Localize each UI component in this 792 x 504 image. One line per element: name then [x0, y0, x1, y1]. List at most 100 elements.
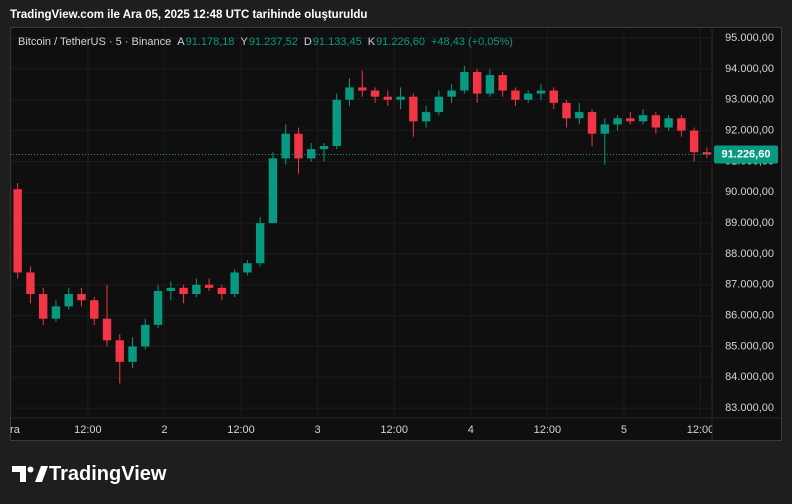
- y-tick-label: 93.000,00: [725, 94, 774, 106]
- x-tick-label: 12:00: [380, 424, 408, 436]
- candle-body: [90, 300, 99, 319]
- candle-body: [64, 294, 73, 307]
- ohlc-value: 91.237,52: [249, 36, 298, 48]
- x-tick-label: 4: [468, 424, 474, 436]
- candle-body: [217, 287, 227, 295]
- y-tick-label: 92.000,00: [725, 125, 774, 137]
- x-tick-label: 12:00: [74, 424, 102, 436]
- candle-body: [268, 158, 278, 224]
- logo-mark: [12, 466, 26, 482]
- candle-body: [511, 90, 520, 100]
- candle-body: [613, 118, 622, 125]
- logo-slash: [35, 466, 48, 482]
- change: +48,43 (+0,05%): [431, 36, 513, 48]
- brand-name: TradingView: [49, 463, 167, 485]
- y-tick-label: 84.000,00: [725, 371, 774, 383]
- symbol-title: Bitcoin / TetherUS · 5 · Binance: [18, 36, 171, 48]
- candle-body: [472, 72, 482, 94]
- legend: Bitcoin / TetherUS · 5 · Binance A 91.178…: [18, 36, 513, 48]
- candle-body: [307, 149, 316, 159]
- candle-body: [192, 284, 201, 295]
- candle-body: [179, 287, 188, 295]
- candle-body: [549, 90, 558, 103]
- candle-body: [689, 130, 699, 153]
- x-tick-label: 3: [315, 424, 321, 436]
- last-price-tag: [714, 145, 778, 164]
- candle-body: [383, 96, 393, 100]
- candle-body: [447, 90, 456, 97]
- candle-body: [677, 118, 686, 131]
- candle-body: [38, 294, 48, 319]
- candle-body: [460, 72, 469, 91]
- candle-body: [77, 294, 86, 301]
- y-tick-label: 85.000,00: [725, 340, 774, 352]
- last-price-label: 91.226,60: [722, 148, 771, 160]
- candle-body: [587, 112, 597, 134]
- logo-dot: [27, 466, 34, 473]
- ohlc-key: A: [177, 36, 185, 48]
- y-tick-label: 83.000,00: [725, 402, 774, 414]
- candle-body: [702, 152, 712, 155]
- candle-body: [626, 118, 635, 122]
- candle-body: [358, 87, 367, 91]
- grid: [10, 28, 712, 418]
- y-tick-label: 94.000,00: [725, 63, 774, 75]
- y-tick-label: 87.000,00: [725, 279, 774, 291]
- plot: [10, 65, 712, 384]
- x-tick-label: 12:00: [534, 424, 562, 436]
- candle-body: [409, 96, 418, 122]
- attribution: TradingView.com ile Ara 05, 2025 12:48 U…: [10, 9, 367, 21]
- candle-body: [485, 75, 495, 94]
- y-tick-label: 90.000,00: [725, 186, 774, 198]
- candle-body: [26, 272, 35, 295]
- candle-body: [434, 96, 444, 113]
- ohlc-key: D: [304, 36, 312, 48]
- candle-body: [370, 90, 380, 97]
- candle-body: [498, 75, 507, 91]
- candle-body: [281, 133, 290, 159]
- candle-body: [536, 90, 546, 94]
- candle-body: [128, 346, 137, 362]
- candle-body: [102, 318, 112, 341]
- candle-body: [600, 124, 609, 134]
- candle-body: [294, 133, 303, 159]
- x-tick-label: 12:00: [227, 424, 255, 436]
- x-tick-label: 5: [621, 424, 627, 436]
- candle-body: [141, 324, 150, 347]
- candle-body: [421, 112, 431, 122]
- candle-body: [651, 115, 661, 128]
- time-axis: Ara 12:00 2 12:00 3 12:00 4 12:00 5 12:00: [3, 424, 715, 436]
- candle-body: [230, 272, 239, 295]
- ohlc-value: 91.133,45: [313, 36, 362, 48]
- y-tick-label: 95.000,00: [725, 32, 774, 44]
- candle-body: [115, 340, 124, 362]
- candle-body: [13, 189, 22, 273]
- x-tick-label: 2: [161, 424, 167, 436]
- chart-panel: [10, 27, 782, 441]
- candle-body: [332, 99, 341, 147]
- candle-body: [562, 102, 571, 119]
- candle-body: [166, 287, 176, 291]
- ohlc-value: 91.226,60: [376, 36, 425, 48]
- candle-body: [523, 93, 533, 100]
- candle-body: [243, 263, 252, 273]
- candle-body: [319, 146, 329, 150]
- candle-body: [396, 96, 405, 100]
- candle-body: [345, 87, 354, 100]
- ohlc-value: 91.178,18: [186, 36, 235, 48]
- y-tick-label: 89.000,00: [725, 217, 774, 229]
- price-axis: 83.000,00 84.000,00 85.000,00 86.000,00 87.0…: [714, 32, 778, 414]
- x-tick-label: Ara: [3, 424, 21, 436]
- candle-body: [153, 290, 163, 325]
- x-tick-label: 12:00: [687, 424, 715, 436]
- candle-body: [204, 284, 214, 288]
- ohlc-key: K: [368, 36, 376, 48]
- y-tick-label: 88.000,00: [725, 248, 774, 260]
- candle-body: [575, 112, 584, 119]
- y-tick-label: 86.000,00: [725, 310, 774, 322]
- candle-body: [638, 115, 648, 122]
- brand-logo: TradingView: [12, 463, 167, 485]
- candle-body: [51, 306, 61, 319]
